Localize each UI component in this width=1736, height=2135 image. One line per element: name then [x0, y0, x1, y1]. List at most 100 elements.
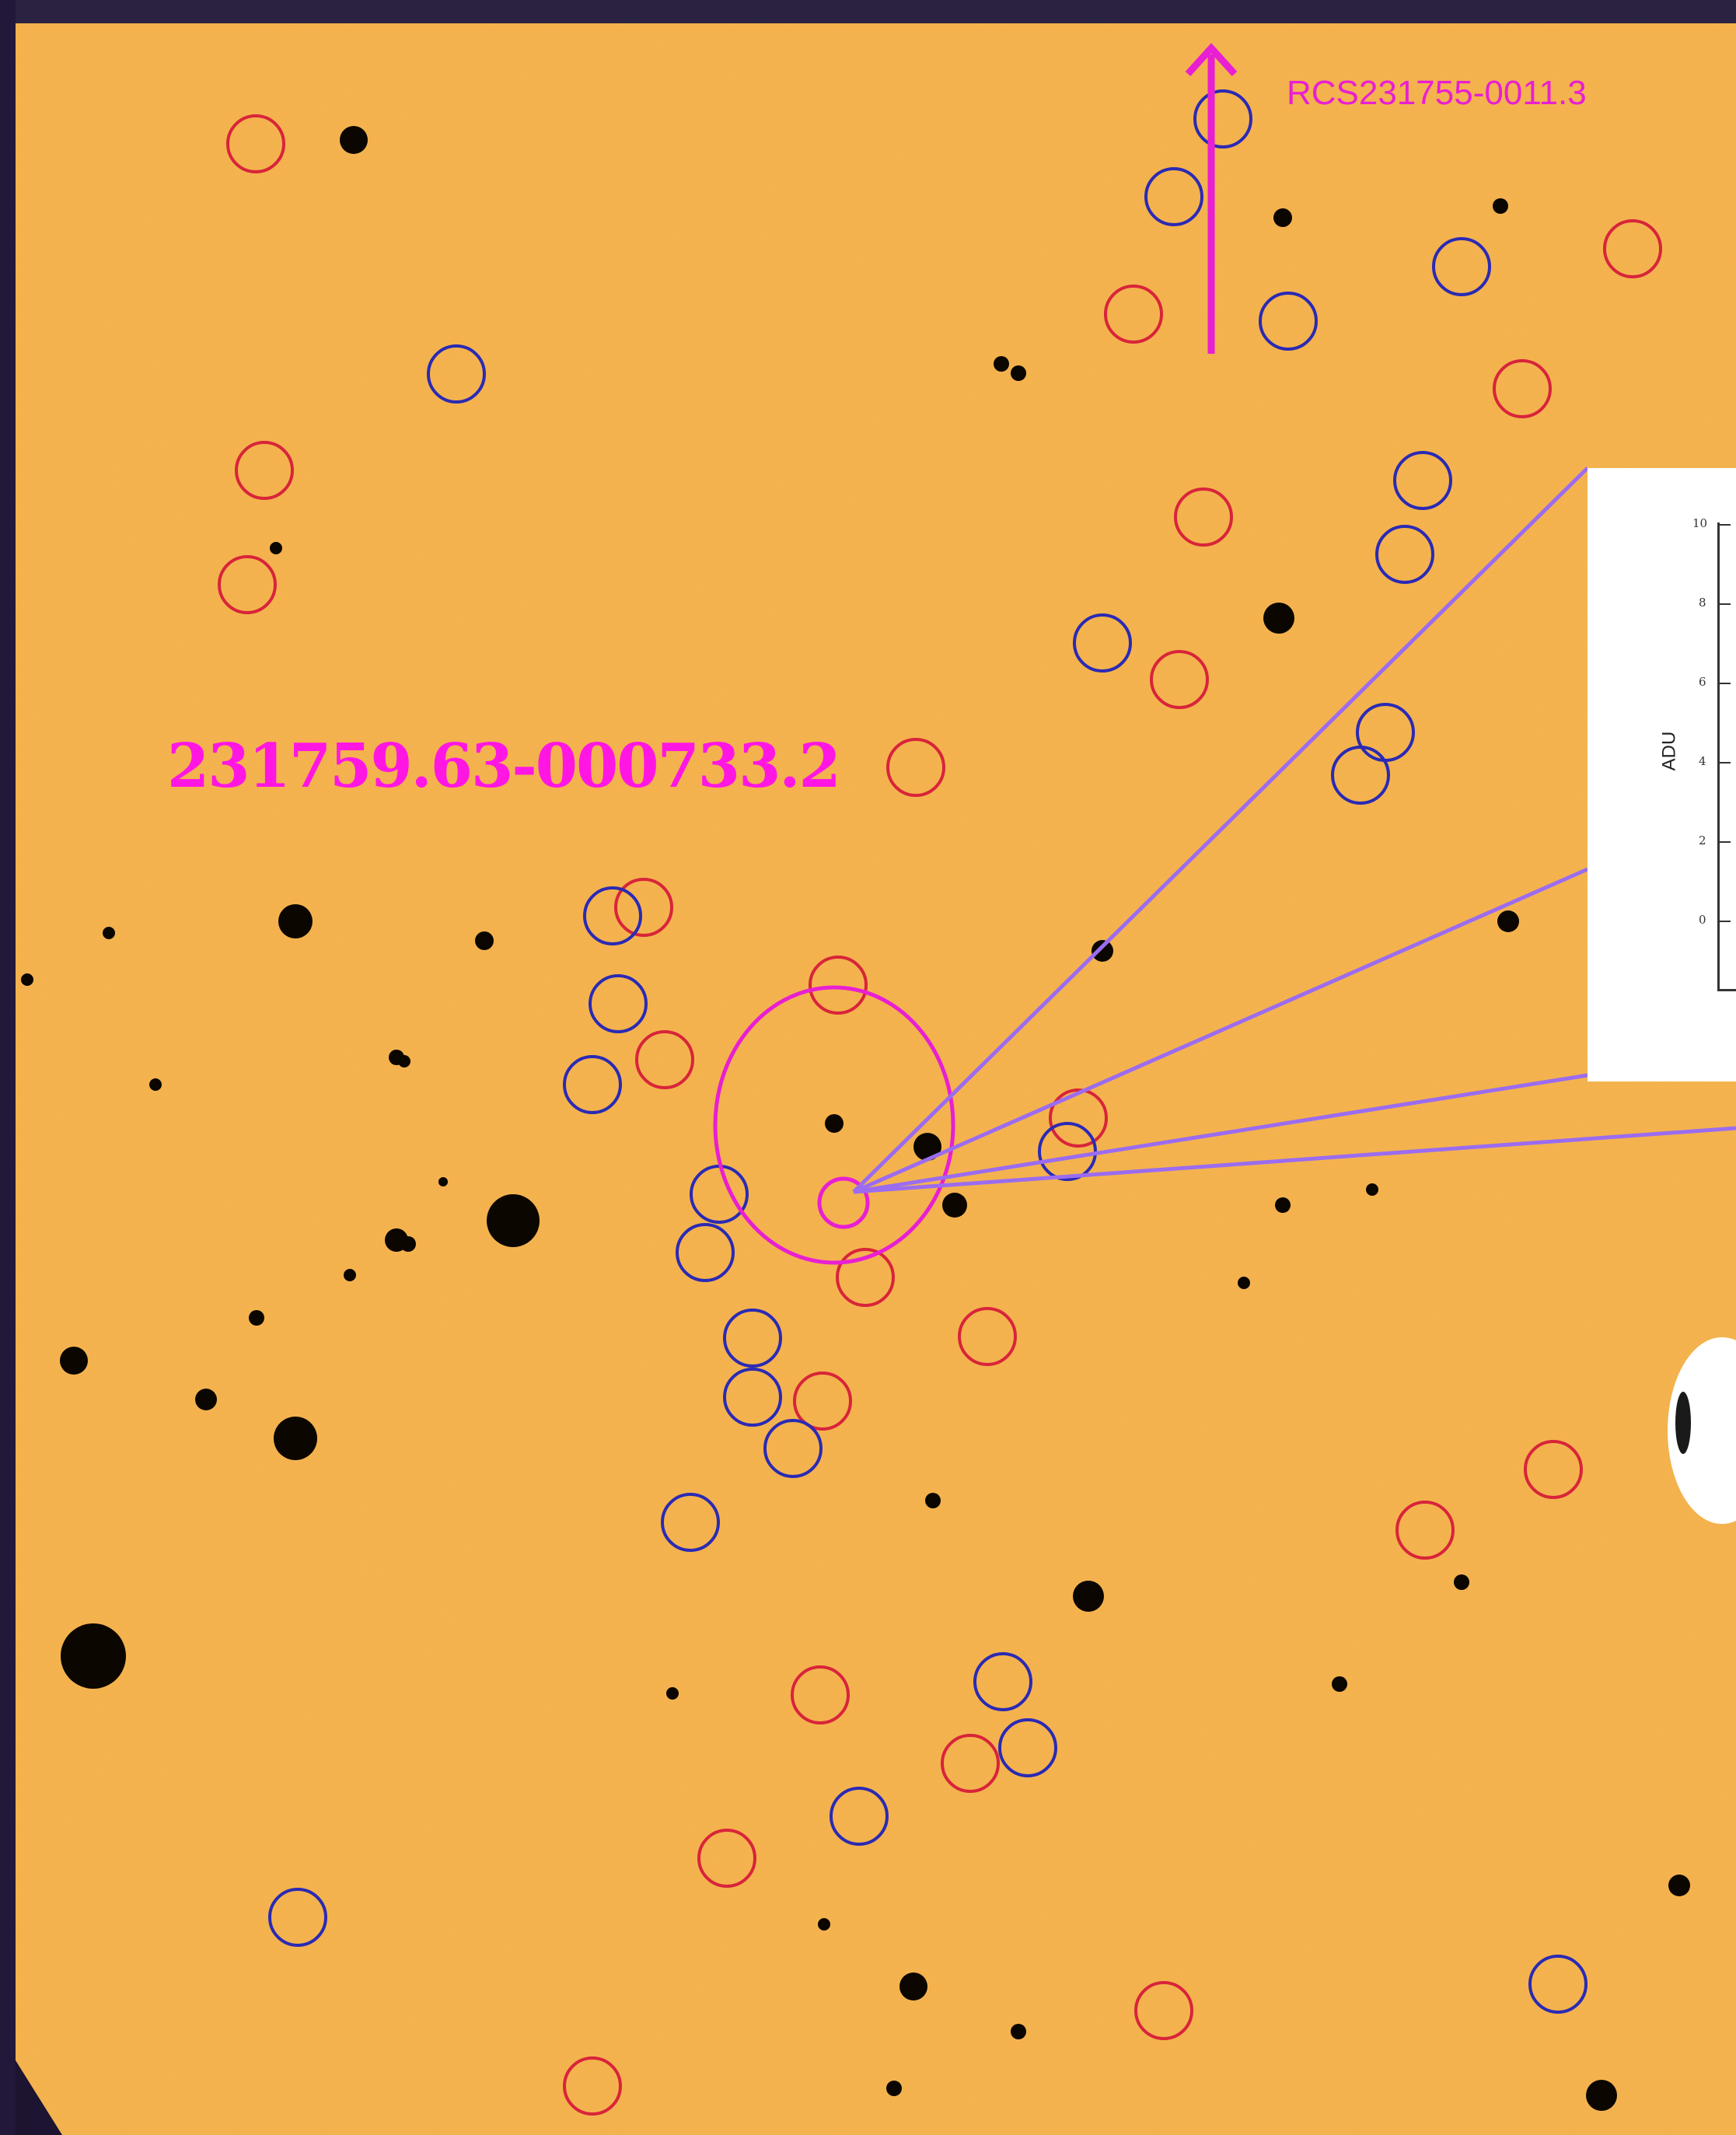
inset-ylabel: ADU — [1658, 731, 1680, 771]
star — [249, 1310, 264, 1326]
red-marker-circle — [791, 1665, 850, 1724]
inset-tick — [1720, 524, 1731, 526]
saturated-blob — [1668, 1337, 1736, 1524]
red-marker-circle — [1049, 1088, 1108, 1148]
star — [886, 2081, 902, 2096]
star — [1332, 1676, 1347, 1692]
red-marker-circle — [563, 2056, 622, 2116]
star — [1238, 1277, 1250, 1289]
star — [398, 1055, 410, 1068]
blue-marker-circle — [723, 1309, 782, 1368]
north-arrow — [1185, 43, 1238, 354]
star — [925, 1493, 941, 1508]
red-marker-circle — [1104, 285, 1163, 344]
star — [103, 927, 115, 939]
star — [278, 904, 313, 938]
blue-marker-circle — [1528, 1955, 1588, 2014]
red-marker-circle — [809, 956, 868, 1015]
star — [475, 931, 494, 950]
red-marker-circle — [235, 441, 294, 500]
star — [1497, 910, 1519, 932]
blue-marker-circle — [676, 1223, 735, 1282]
red-marker-circle — [1174, 487, 1233, 547]
star — [1273, 208, 1292, 227]
cluster-ellipse — [713, 985, 955, 1265]
star — [1011, 2024, 1026, 2039]
blob-edge — [1675, 1392, 1691, 1454]
star — [149, 1078, 162, 1091]
red-marker-circle — [836, 1248, 895, 1307]
star — [270, 542, 282, 554]
blue-marker-circle — [1393, 451, 1452, 510]
star — [400, 1236, 416, 1252]
blue-marker-circle — [563, 1055, 622, 1114]
light-curve-inset: ADU 10 8 6 4 2 0 — [1588, 468, 1736, 1081]
star — [438, 1177, 448, 1186]
inset-tick — [1720, 762, 1731, 763]
inset-tick — [1720, 603, 1731, 605]
star — [994, 356, 1009, 372]
red-marker-circle — [1524, 1440, 1583, 1499]
callout-lines — [852, 466, 1736, 1194]
star — [1493, 198, 1508, 214]
red-marker-circle — [941, 1734, 1000, 1793]
star — [195, 1389, 217, 1410]
star — [1668, 1875, 1690, 1896]
red-marker-circle — [793, 1372, 852, 1431]
star — [487, 1194, 540, 1247]
circle-group — [218, 89, 1662, 2116]
inset-ytick-label: 8 — [1699, 596, 1706, 610]
inset-y-axis — [1717, 522, 1720, 989]
star — [1586, 2080, 1617, 2111]
red-marker-circle — [1603, 219, 1662, 278]
star — [899, 1973, 927, 2000]
red-marker-circle — [886, 738, 945, 797]
star — [1366, 1183, 1378, 1196]
blue-marker-circle — [1375, 525, 1434, 584]
red-marker-circle — [614, 878, 673, 937]
red-marker-circle — [1493, 359, 1552, 418]
star — [60, 1347, 88, 1375]
callout-line-3 — [853, 1073, 1588, 1194]
blue-marker-circle — [1331, 746, 1390, 805]
red-marker-circle — [958, 1307, 1017, 1366]
inset-ytick-label: 6 — [1699, 675, 1706, 689]
blue-marker-circle — [1038, 1122, 1097, 1181]
star — [61, 1623, 126, 1689]
object-label: 231759.63-000733.2 — [167, 731, 841, 802]
red-marker-circle — [1395, 1501, 1455, 1560]
blue-marker-circle — [998, 1718, 1057, 1777]
cluster-label: RCS231755-0011.3 — [1287, 74, 1587, 112]
star — [1275, 1197, 1291, 1213]
inset-ytick-label: 2 — [1699, 833, 1706, 847]
star — [1454, 1574, 1469, 1590]
backdrop-top — [0, 0, 1736, 23]
star — [942, 1193, 967, 1218]
blue-marker-circle — [830, 1787, 889, 1846]
star — [340, 126, 368, 154]
inset-ytick-label: 0 — [1699, 913, 1706, 927]
callout-line-1 — [852, 466, 1589, 1193]
star — [344, 1269, 356, 1281]
backdrop-left — [0, 0, 16, 2135]
star-group — [21, 126, 1690, 2111]
blue-marker-circle — [1432, 237, 1491, 296]
blue-marker-circle — [973, 1652, 1032, 1711]
star — [1092, 940, 1113, 962]
inset-ytick-label: 4 — [1699, 754, 1706, 768]
star — [1263, 603, 1294, 634]
star — [1073, 1581, 1104, 1612]
callout-line-2 — [852, 867, 1589, 1194]
arrow-head — [1185, 43, 1238, 77]
blue-marker-circle — [427, 344, 486, 404]
blue-marker-circle — [763, 1419, 823, 1478]
red-marker-circle — [218, 555, 277, 614]
star — [274, 1417, 317, 1460]
red-marker-circle — [1150, 650, 1209, 709]
blue-marker-circle — [268, 1888, 327, 1947]
star — [825, 1114, 844, 1133]
callout-line-4 — [853, 1126, 1736, 1194]
blue-marker-circle — [1073, 613, 1132, 673]
